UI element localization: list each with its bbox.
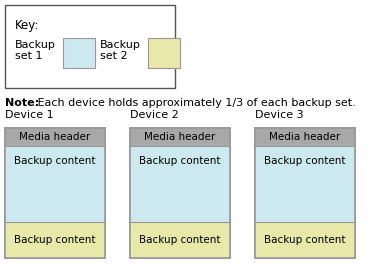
Bar	[130, 128, 230, 258]
Text: Device 1: Device 1	[5, 110, 54, 120]
Text: Backup content: Backup content	[139, 235, 221, 245]
Text: Backup content: Backup content	[14, 235, 96, 245]
Text: Backup: Backup	[100, 40, 141, 50]
Bar	[148, 38, 180, 68]
Text: Media header: Media header	[19, 132, 91, 142]
Bar	[130, 146, 230, 222]
Bar	[255, 128, 355, 258]
Text: Each device holds approximately 1/3 of each backup set.: Each device holds approximately 1/3 of e…	[34, 98, 356, 108]
Bar	[255, 128, 355, 146]
Text: Backup: Backup	[15, 40, 56, 50]
Bar	[255, 222, 355, 258]
Text: set 2: set 2	[100, 51, 128, 61]
Bar	[255, 128, 355, 258]
Bar	[130, 128, 230, 258]
Text: Backup content: Backup content	[264, 235, 346, 245]
Bar	[63, 38, 95, 68]
Bar	[5, 146, 105, 222]
Bar	[5, 128, 105, 146]
Text: Device 3: Device 3	[255, 110, 304, 120]
Text: Backup content: Backup content	[139, 156, 221, 166]
Text: Backup content: Backup content	[14, 156, 96, 166]
Bar	[5, 222, 105, 258]
Bar	[130, 128, 230, 146]
Bar	[255, 146, 355, 222]
Bar	[5, 128, 105, 258]
Text: Backup content: Backup content	[264, 156, 346, 166]
Text: Device 2: Device 2	[130, 110, 179, 120]
Bar	[5, 128, 105, 258]
Text: Media header: Media header	[269, 132, 341, 142]
Text: Media header: Media header	[144, 132, 216, 142]
Bar	[5, 5, 175, 88]
Text: Note:: Note:	[5, 98, 39, 108]
Bar	[130, 222, 230, 258]
Text: Key:: Key:	[15, 19, 39, 32]
Text: set 1: set 1	[15, 51, 43, 61]
